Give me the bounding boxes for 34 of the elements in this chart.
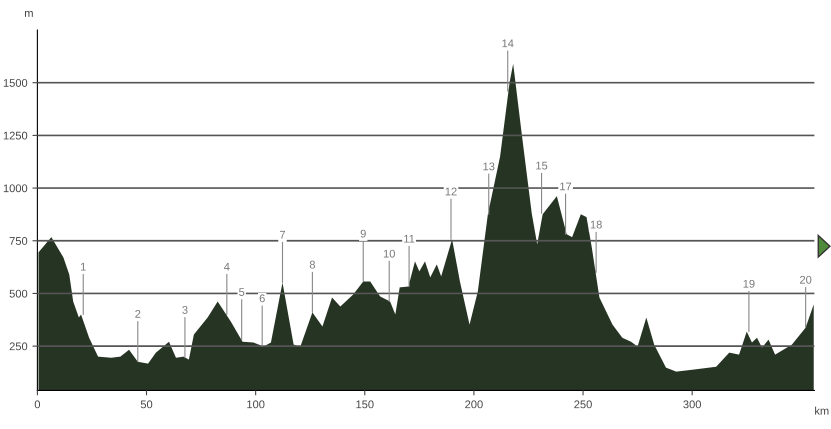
annotation: 12 [446, 188, 457, 196]
annotation: 17 [560, 182, 572, 190]
y-tick-label: 750 [10, 237, 28, 245]
annotation: 4 [224, 262, 230, 271]
annotation: 6 [260, 294, 265, 302]
annotation: 13 [483, 162, 494, 170]
y-tick-label: 1000 [4, 184, 28, 192]
annotation: 9 [360, 230, 366, 238]
y-tick-label: 250 [10, 342, 28, 350]
annotation: 2 [135, 310, 140, 318]
x-tick-label: 250 [574, 400, 592, 408]
annotation: 8 [310, 260, 315, 269]
annotation: 3 [182, 306, 188, 314]
x-tick-label: 200 [465, 400, 483, 408]
annotation: 5 [239, 288, 244, 296]
y-tick-label: 1500 [4, 78, 28, 87]
x-tick-label: 100 [247, 400, 264, 408]
annotation: 20 [800, 276, 812, 284]
x-tick-label: 150 [356, 400, 374, 408]
x-tick-label: 300 [683, 400, 701, 408]
annotation: 7 [280, 230, 286, 239]
annotation: 1 [80, 262, 86, 271]
x-tick-label: 0 [34, 400, 40, 408]
annotation: 10 [384, 250, 395, 258]
annotation: 14 [502, 40, 514, 48]
annotation: 18 [590, 220, 602, 229]
annotation: 11 [404, 234, 414, 243]
y-tick-label: 500 [10, 290, 28, 298]
x-axis-title: km [815, 406, 828, 415]
annotation: 15 [536, 162, 548, 170]
x-tick-label: 50 [140, 400, 152, 408]
annotation: 19 [744, 280, 755, 288]
y-tick-label: 1250 [4, 132, 28, 140]
y-axis-title: m [24, 10, 33, 17]
